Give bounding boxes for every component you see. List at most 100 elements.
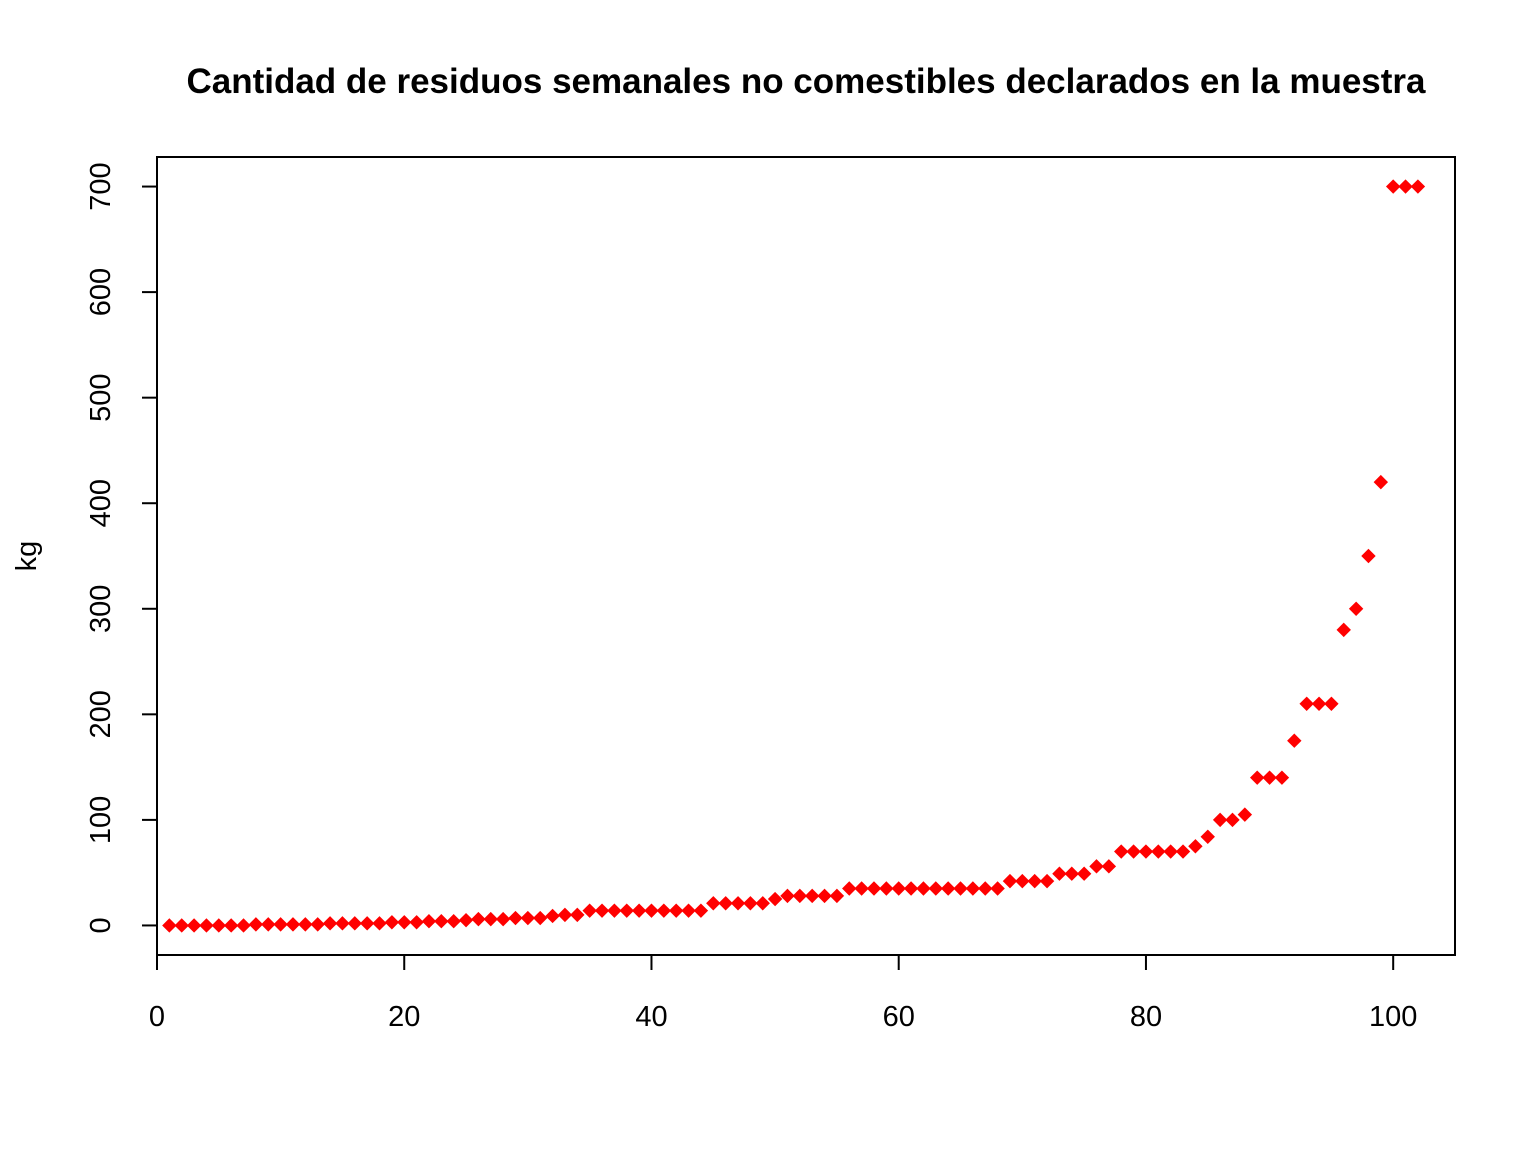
data-point [916, 881, 931, 896]
data-point [842, 881, 857, 896]
data-point [384, 915, 400, 930]
data-point [495, 911, 511, 927]
data-point [804, 888, 820, 904]
data-point [1336, 622, 1351, 638]
x-tick-label: 40 [635, 1001, 667, 1033]
data-point [1200, 829, 1215, 844]
chart-title: Cantidad de residuos semanales no comest… [186, 62, 1426, 101]
y-tick-label: 300 [85, 585, 117, 633]
data-point [409, 915, 424, 930]
data-point [298, 917, 313, 932]
data-point [1299, 696, 1314, 711]
data-points [162, 179, 1426, 933]
data-point [248, 917, 264, 932]
data-point [347, 916, 362, 931]
data-point [1064, 866, 1079, 881]
data-point [607, 903, 622, 918]
plot-box [156, 156, 1456, 956]
data-point [1311, 696, 1327, 711]
data-point [1398, 179, 1413, 194]
data-point [1101, 859, 1117, 874]
data-point [1410, 179, 1426, 194]
data-point [545, 908, 560, 924]
data-point [1212, 812, 1228, 828]
data-point [397, 915, 412, 930]
y-tick-label: 700 [85, 162, 117, 210]
data-point [236, 918, 251, 933]
data-point [1126, 844, 1141, 859]
x-tick-label: 0 [149, 1001, 165, 1033]
data-point [1250, 770, 1265, 785]
data-point [211, 918, 227, 933]
data-point [520, 910, 536, 926]
data-point [359, 916, 375, 931]
data-point [273, 917, 288, 932]
data-point [854, 881, 869, 896]
x-axis: 0 20 40 60 80 100 [149, 954, 1417, 1033]
data-point [1324, 696, 1339, 711]
data-point [644, 903, 659, 918]
data-point [310, 917, 325, 932]
data-point [767, 891, 783, 907]
data-point [1188, 839, 1203, 854]
data-point [1274, 770, 1290, 785]
data-point [434, 914, 449, 929]
y-axis-label: kg [11, 541, 43, 572]
data-point [1361, 548, 1376, 564]
data-point [186, 918, 202, 933]
data-point [940, 881, 956, 896]
data-point [631, 903, 647, 918]
data-point [483, 911, 498, 927]
data-point [866, 881, 882, 896]
data-point [322, 916, 338, 931]
x-tick-label: 60 [883, 1001, 915, 1033]
data-point [335, 916, 350, 931]
data-point [668, 903, 684, 918]
data-point [1015, 873, 1030, 889]
data-point [1287, 733, 1302, 748]
data-point [1163, 844, 1178, 859]
y-tick-label: 600 [85, 268, 117, 316]
data-point [162, 918, 177, 933]
data-point [1089, 859, 1104, 874]
data-point [1262, 770, 1277, 785]
data-point [1027, 873, 1042, 889]
y-tick-label: 400 [85, 479, 117, 527]
data-point [471, 911, 486, 927]
data-point [421, 914, 437, 929]
data-point [594, 903, 610, 918]
data-point [1138, 844, 1154, 859]
data-point [829, 888, 845, 904]
data-point [1348, 601, 1364, 616]
data-point [681, 903, 696, 918]
data-point [656, 903, 672, 918]
data-point [743, 896, 758, 911]
y-tick-label: 500 [85, 373, 117, 421]
data-point [1151, 844, 1166, 859]
data-point [953, 881, 968, 896]
data-point [891, 881, 906, 896]
data-point [261, 917, 276, 932]
data-point [619, 903, 634, 918]
data-point [372, 916, 387, 931]
data-point [285, 917, 301, 932]
data-point [1237, 807, 1253, 822]
data-point [780, 888, 795, 904]
data-point [1039, 873, 1055, 889]
data-point [1373, 474, 1389, 490]
data-point [174, 918, 189, 933]
data-point [965, 881, 981, 896]
data-point [792, 888, 808, 904]
data-point [693, 903, 709, 918]
data-point [533, 910, 548, 926]
data-point [903, 881, 919, 896]
data-point [718, 896, 733, 911]
y-tick-label: 100 [85, 796, 117, 844]
data-point [557, 907, 573, 923]
y-tick-label: 200 [85, 690, 117, 738]
data-point [978, 881, 993, 896]
data-point [1175, 844, 1191, 859]
x-tick-label: 80 [1130, 1001, 1162, 1033]
data-point [706, 896, 721, 911]
data-point [817, 888, 832, 904]
